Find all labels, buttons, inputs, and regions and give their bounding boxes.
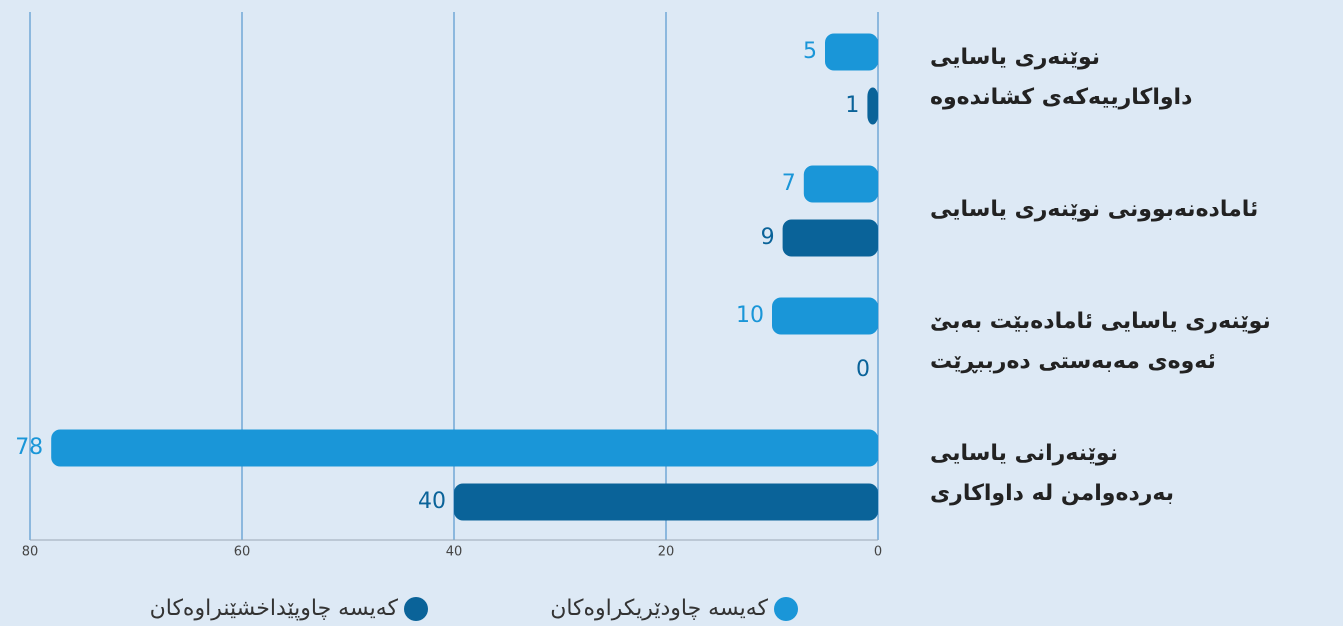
category-label: بەردەوامن لە داواکاری (930, 481, 1174, 506)
value-label: 0 (856, 357, 870, 382)
bar (772, 297, 878, 335)
x-tick-label: 60 (234, 545, 251, 560)
x-tick-label: 80 (22, 545, 39, 560)
value-label: 1 (845, 93, 859, 118)
legend-swatch (774, 597, 798, 621)
value-label: 78 (15, 435, 43, 460)
category-label: ئەوەی مەبەستی دەرببڕێت (930, 349, 1216, 374)
x-tick-label: 20 (658, 545, 675, 560)
category-label: نوێنەری یاسایی (930, 45, 1100, 70)
value-label: 5 (803, 39, 817, 64)
bar (454, 483, 878, 521)
category-label: نوێنەری یاسایی ئامادەبێت بەبێ (930, 309, 1271, 334)
x-tick-label: 40 (446, 545, 463, 560)
category-label: نوێنەرانی یاسایی (930, 441, 1118, 466)
value-label: 9 (761, 225, 775, 250)
bar (867, 87, 878, 125)
legend-swatch (404, 597, 428, 621)
value-label: 7 (782, 171, 796, 196)
bar (782, 219, 878, 257)
value-label: 40 (418, 489, 446, 514)
x-tick-label: 0 (874, 545, 882, 560)
bar (803, 165, 878, 203)
legend-label: کەیسە چاودێریکراوەکان (550, 596, 768, 621)
bar (825, 33, 878, 71)
value-label: 10 (736, 303, 764, 328)
category-label: ئامادەنەبوونی نوێنەری یاسایی (930, 197, 1258, 222)
category-label: داواکارییەکەی کشاندەوە (930, 85, 1192, 110)
legend-label: کەیسە چاوپێداخشێنراوەکان (150, 596, 399, 621)
bar (51, 429, 878, 467)
